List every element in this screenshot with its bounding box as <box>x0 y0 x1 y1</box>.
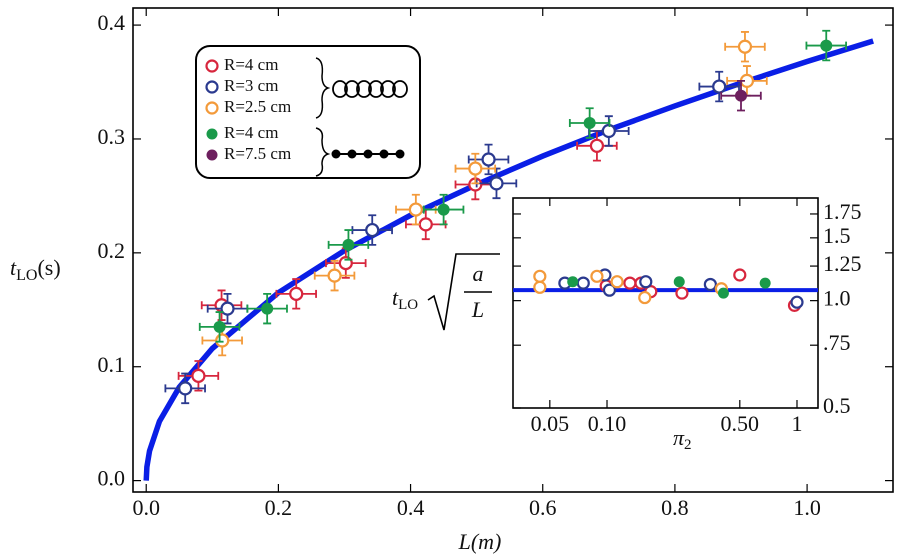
data-point <box>215 333 230 348</box>
data-point <box>583 117 596 130</box>
x-tick-label: 0.05 <box>531 411 570 436</box>
inset-plot: 0.05 0.10 0.50 1 0.5 .75 1.0 1.25 1.51.75 <box>512 197 862 436</box>
fraction-numerator: a <box>473 261 484 286</box>
y-tick-label: 0.0 <box>98 466 126 491</box>
legend: R=4 cm R=3 cm R=2.5 cm R=4 cm R=7.5 cm <box>195 45 421 179</box>
data-point <box>590 269 604 283</box>
filled-chain <box>331 149 405 159</box>
x-tick-label: 0.4 <box>397 495 425 520</box>
x-axis-label: L(m) <box>458 529 502 554</box>
data-point <box>602 283 617 297</box>
data-point <box>790 295 804 309</box>
y-tick-label: .75 <box>823 330 851 355</box>
data-point <box>261 302 274 315</box>
data-point <box>437 203 450 216</box>
open-chain <box>332 80 408 98</box>
data-point <box>673 276 685 288</box>
y-label-unit: (s) <box>37 255 60 280</box>
y-label-base: t <box>392 285 399 310</box>
data-point <box>342 238 355 251</box>
x-tick-label: 1 <box>791 411 802 436</box>
y-tick-label: 0.4 <box>98 10 126 35</box>
x-label-sub: 2 <box>684 437 692 453</box>
data-point <box>489 176 504 191</box>
inset-y-label: tLO <box>392 285 418 313</box>
legend-marker <box>205 59 219 73</box>
data-point <box>610 275 624 289</box>
data-point <box>327 268 342 283</box>
data-point <box>533 280 547 294</box>
inset-labels: π2 tLO a L <box>392 253 692 453</box>
y-tick-label: 1.5 <box>823 223 851 248</box>
data-point <box>639 275 653 289</box>
legend-label: R=7.5 cm <box>224 144 291 163</box>
data-point <box>191 368 206 383</box>
x-tick-label: 0.6 <box>529 495 557 520</box>
x-tick-label: 0.8 <box>661 495 689 520</box>
data-layer <box>143 29 874 481</box>
plot-frame <box>512 197 819 409</box>
data-point <box>567 276 579 288</box>
legend-marker <box>206 128 218 140</box>
y-tick-label: 0.2 <box>98 238 126 263</box>
x-tick-label: 0.10 <box>588 411 627 436</box>
legend-box <box>195 45 421 179</box>
legend-label: R=2.5 cm <box>224 97 291 116</box>
data-point <box>717 287 729 299</box>
data-point <box>481 152 496 167</box>
y-tick-label: 1.0 <box>823 286 851 311</box>
legend-label: R=4 cm <box>224 123 278 142</box>
x-tick-label: 0.2 <box>265 495 293 520</box>
data-layer <box>513 268 818 312</box>
data-point <box>623 276 637 290</box>
legend-label: R=3 cm <box>224 76 278 95</box>
y-tick-label: 0.5 <box>823 393 851 418</box>
sqrt-sign <box>427 253 500 331</box>
data-point <box>703 277 717 292</box>
data-point <box>759 277 771 289</box>
data-point <box>365 222 380 238</box>
data-point <box>589 138 605 153</box>
inset-x-label: π2 <box>673 425 692 453</box>
data-point <box>468 161 483 176</box>
y-label-base: t <box>10 255 17 280</box>
legend-marker <box>205 80 219 94</box>
y-label-sub: LO <box>398 297 418 313</box>
legend-marker <box>205 101 219 115</box>
brace <box>315 57 331 119</box>
brace <box>315 127 331 177</box>
data-point <box>638 290 652 305</box>
data-point <box>533 269 547 283</box>
data-point <box>213 320 226 333</box>
legend-marker <box>206 149 218 161</box>
x-tick-label: 0.0 <box>132 495 160 520</box>
data-point <box>408 202 423 217</box>
data-point <box>576 276 590 290</box>
data-point <box>737 39 753 54</box>
y-tick-label: 1.75 <box>823 199 862 224</box>
y-label-sub: LO <box>16 267 37 284</box>
fraction-denominator: L <box>471 297 484 322</box>
y-tick-label: 0.1 <box>98 352 126 377</box>
x-label-base: π <box>673 425 685 450</box>
x-tick-label: 0.50 <box>721 411 760 436</box>
y-tick-label: 1.25 <box>823 251 862 276</box>
data-point <box>418 217 433 232</box>
data-point <box>733 268 747 282</box>
data-point <box>220 301 235 316</box>
data-point <box>820 39 833 52</box>
data-point <box>289 286 304 301</box>
y-tick-label: 0.3 <box>98 124 126 149</box>
data-point <box>712 79 727 94</box>
y-axis-label: tLO(s) <box>10 255 61 284</box>
data-point <box>675 286 689 300</box>
x-tick-label: 1.0 <box>793 495 821 520</box>
data-point <box>178 381 193 396</box>
legend-label: R=4 cm <box>224 55 278 74</box>
data-point <box>735 89 747 102</box>
